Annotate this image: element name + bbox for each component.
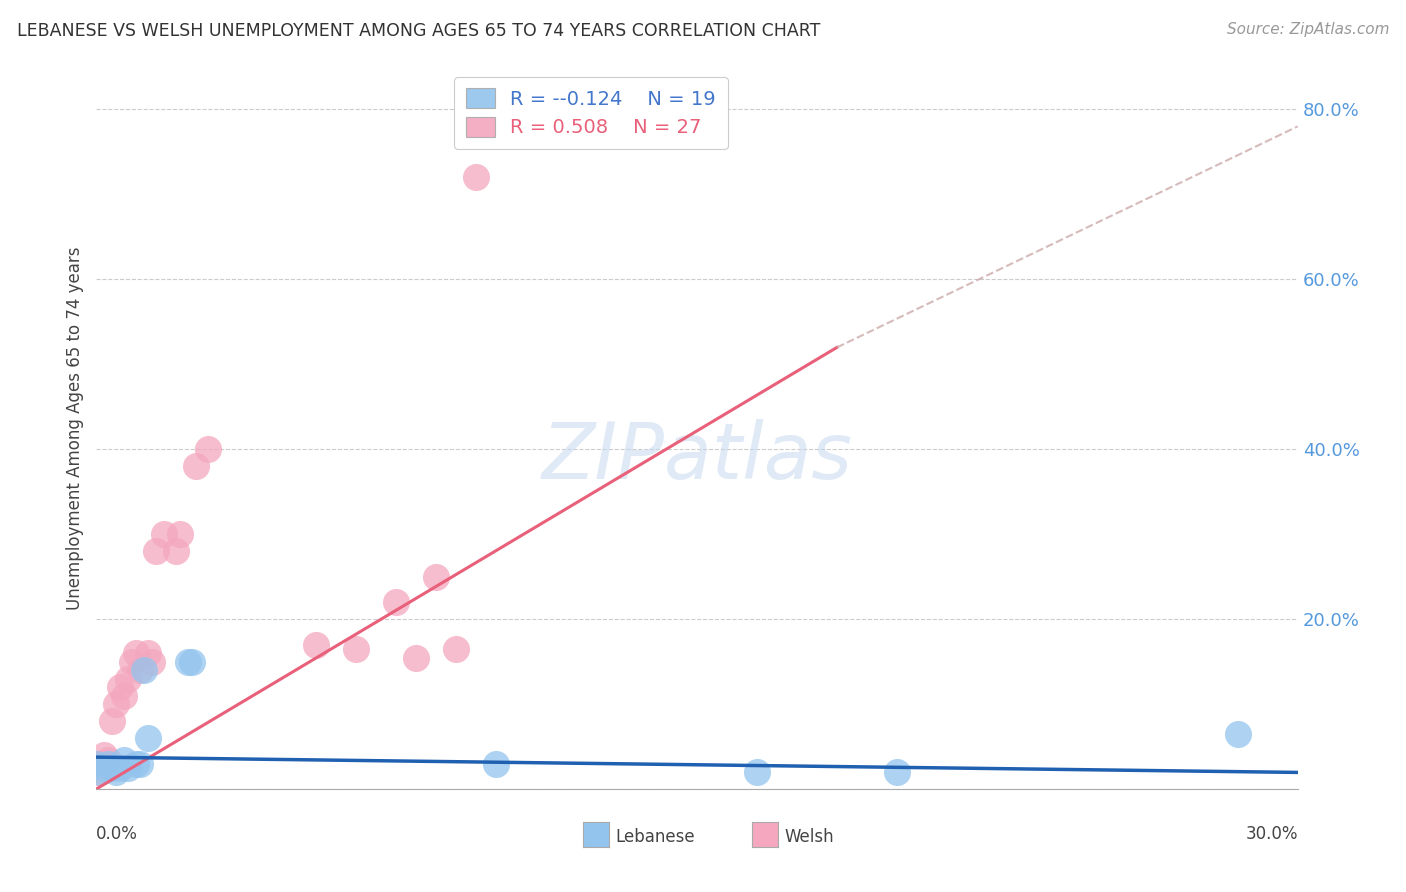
Point <box>121 655 143 669</box>
Point <box>405 650 427 665</box>
Point <box>425 570 447 584</box>
Legend: R = --0.124    N = 19, R = 0.508    N = 27: R = --0.124 N = 19, R = 0.508 N = 27 <box>454 77 728 149</box>
Point <box>465 170 488 185</box>
Text: Source: ZipAtlas.com: Source: ZipAtlas.com <box>1226 22 1389 37</box>
Text: 30.0%: 30.0% <box>1246 825 1298 843</box>
Point <box>305 638 328 652</box>
Point <box>136 647 159 661</box>
Point <box>117 672 139 686</box>
Text: Welsh: Welsh <box>785 828 834 846</box>
Point <box>169 527 191 541</box>
Point <box>886 765 908 780</box>
Point <box>145 544 167 558</box>
Point <box>117 761 139 775</box>
Point <box>93 761 115 775</box>
Point <box>100 761 122 775</box>
Point <box>197 442 219 457</box>
Point <box>152 527 174 541</box>
Point <box>444 642 467 657</box>
Text: 0.0%: 0.0% <box>96 825 138 843</box>
Point <box>132 664 155 678</box>
Point <box>141 655 163 669</box>
Point <box>108 761 131 775</box>
Point <box>112 689 135 703</box>
Point <box>104 765 127 780</box>
Point <box>165 544 187 558</box>
Point <box>184 459 207 474</box>
Point <box>128 664 150 678</box>
Point <box>180 655 202 669</box>
Point <box>136 731 159 746</box>
Point <box>108 681 131 695</box>
Point <box>97 753 120 767</box>
Point <box>177 655 200 669</box>
Point <box>97 756 120 771</box>
Point <box>745 765 768 780</box>
Point <box>89 756 111 771</box>
Text: LEBANESE VS WELSH UNEMPLOYMENT AMONG AGES 65 TO 74 YEARS CORRELATION CHART: LEBANESE VS WELSH UNEMPLOYMENT AMONG AGE… <box>17 22 820 40</box>
Point <box>124 756 148 771</box>
Point <box>93 748 115 763</box>
Point <box>89 765 111 780</box>
Point <box>124 647 148 661</box>
Text: ZIPatlas: ZIPatlas <box>541 419 852 495</box>
Point <box>84 765 107 780</box>
Point <box>385 595 408 609</box>
Point <box>100 714 122 729</box>
Point <box>1226 727 1249 741</box>
Y-axis label: Unemployment Among Ages 65 to 74 years: Unemployment Among Ages 65 to 74 years <box>66 246 84 610</box>
Point <box>112 753 135 767</box>
Point <box>128 756 150 771</box>
Point <box>84 756 107 771</box>
Text: Lebanese: Lebanese <box>616 828 696 846</box>
Point <box>485 756 508 771</box>
Point <box>344 642 367 657</box>
Point <box>104 698 127 712</box>
